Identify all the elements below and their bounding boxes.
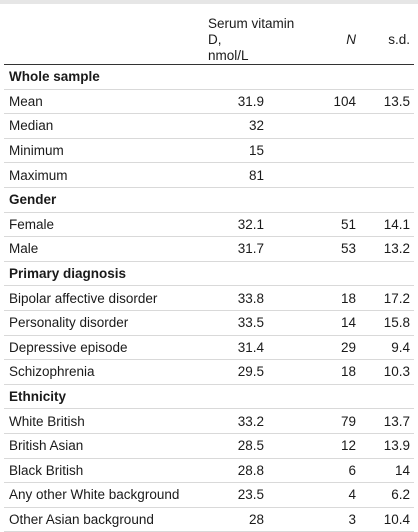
row-label: Median [4,113,194,139]
row-value: 23.5 [194,482,300,508]
table-row: Personality disorder 33.5 14 15.8 [4,310,414,336]
row-n: 3 [300,507,362,532]
row-n: 53 [300,236,362,262]
row-label: Personality disorder [4,310,194,336]
row-n: 14 [300,310,362,336]
row-sd: 9.4 [362,335,414,361]
section-row: Ethnicity [4,384,414,410]
row-value: 33.5 [194,310,300,336]
row-sd [362,138,414,164]
row-label: Depressive episode [4,335,194,361]
row-label: British Asian [4,433,194,459]
row-n: 51 [300,212,362,238]
section-row: Primary diagnosis [4,261,414,287]
row-label: Male [4,236,194,262]
row-value: 28.8 [194,458,300,484]
table-row: White British 33.2 79 13.7 [4,408,414,434]
row-sd: 13.9 [362,433,414,459]
header-value: Serum vitamin D, nmol/L [194,4,300,65]
header-value-line2: nmol/L [208,48,249,63]
row-sd: 17.2 [362,285,414,311]
section-title: Gender [4,187,414,213]
row-n: 18 [300,285,362,311]
table-header: Serum vitamin D, nmol/L N s.d. [4,4,414,65]
row-value: 33.2 [194,408,300,434]
vitamin-d-table: Serum vitamin D, nmol/L N s.d. Whole sam… [4,4,414,532]
row-n: 6 [300,458,362,484]
table-row: Maximum 81 [4,162,414,188]
row-label: White British [4,408,194,434]
row-value: 28.5 [194,433,300,459]
row-n: 104 [300,89,362,115]
table-row: Schizophrenia 29.5 18 10.3 [4,359,414,385]
row-n [300,113,362,139]
row-value: 33.8 [194,285,300,311]
table-row: British Asian 28.5 12 13.9 [4,433,414,459]
header-label-cell [4,4,194,65]
table-row: Mean 31.9 104 13.5 [4,89,414,115]
row-value: 31.9 [194,89,300,115]
row-label: Black British [4,458,194,484]
row-sd: 10.3 [362,359,414,385]
row-value: 29.5 [194,359,300,385]
top-strip [0,0,418,4]
row-value: 15 [194,138,300,164]
table-row: Minimum 15 [4,138,414,164]
row-value: 31.4 [194,335,300,361]
row-value: 81 [194,162,300,188]
table-row: Male 31.7 53 13.2 [4,236,414,262]
row-label: Bipolar affective disorder [4,285,194,311]
section-title: Ethnicity [4,384,414,410]
row-sd: 10.4 [362,507,414,532]
section-row: Gender [4,187,414,213]
row-n: 18 [300,359,362,385]
row-n: 29 [300,335,362,361]
row-sd: 13.5 [362,89,414,115]
row-n: 4 [300,482,362,508]
row-n [300,162,362,188]
row-sd: 14.1 [362,212,414,238]
table-row: Any other White background 23.5 4 6.2 [4,482,414,508]
section-title: Primary diagnosis [4,261,414,287]
header-value-line1: Serum vitamin D, [208,16,295,47]
table-row: Depressive episode 31.4 29 9.4 [4,335,414,361]
row-sd: 13.7 [362,408,414,434]
row-sd: 14 [362,458,414,484]
section-row: Whole sample [4,64,414,90]
table-row: Female 32.1 51 14.1 [4,212,414,238]
table-body: Whole sample Mean 31.9 104 13.5 Median 32 Minim… [4,64,414,532]
row-sd: 15.8 [362,310,414,336]
row-sd [362,113,414,139]
row-value: 32.1 [194,212,300,238]
table-row: Bipolar affective disorder 33.8 18 17.2 [4,285,414,311]
row-label: Minimum [4,138,194,164]
row-label: Female [4,212,194,238]
row-sd: 13.2 [362,236,414,262]
section-title: Whole sample [4,64,414,90]
table-row: Other Asian background 28 3 10.4 [4,507,414,532]
row-value: 31.7 [194,236,300,262]
row-label: Other Asian background [4,507,194,532]
header-n: N [300,4,362,65]
table-row: Median 32 [4,113,414,139]
row-label: Any other White background [4,482,194,508]
table-row: Black British 28.8 6 14 [4,458,414,484]
row-n: 12 [300,433,362,459]
row-n [300,138,362,164]
row-label: Mean [4,89,194,115]
row-n: 79 [300,408,362,434]
row-sd: 6.2 [362,482,414,508]
header-sd: s.d. [362,4,414,65]
row-value: 28 [194,507,300,532]
row-value: 32 [194,113,300,139]
row-sd [362,162,414,188]
row-label: Schizophrenia [4,359,194,385]
row-label: Maximum [4,162,194,188]
